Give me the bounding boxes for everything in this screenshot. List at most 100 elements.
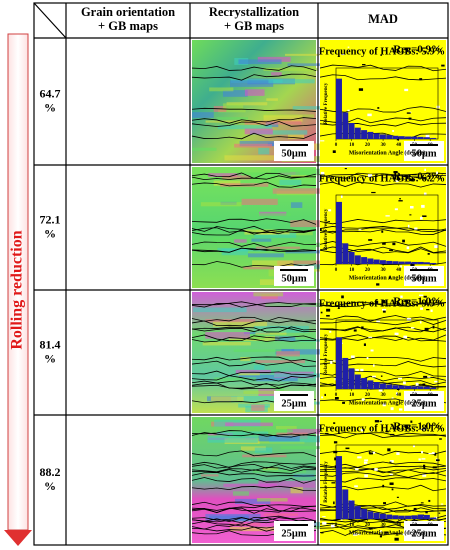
grain-boundary	[191, 450, 317, 457]
grain-boundary	[319, 431, 447, 437]
histogram-bar	[430, 262, 437, 264]
speck	[389, 433, 395, 436]
grain-boundary	[191, 337, 317, 343]
histogram-bar	[392, 261, 399, 264]
speck	[333, 501, 335, 505]
grain-band	[233, 349, 282, 352]
grain-band	[222, 175, 251, 180]
speck	[362, 64, 366, 66]
speck	[406, 318, 412, 321]
histogram-bar	[373, 259, 380, 264]
grain-boundary	[319, 172, 447, 179]
scale-label: 25μm	[281, 398, 306, 409]
speck	[420, 307, 423, 310]
grain-band	[212, 236, 252, 243]
histogram-bar	[423, 386, 430, 389]
grain-band	[285, 250, 323, 254]
speck	[422, 383, 426, 386]
rec-label: Rec=1.0%	[393, 296, 442, 308]
x-tick-label: 20	[365, 268, 371, 273]
hagb-label: Frequency of HAGBs: 6.2%	[319, 173, 445, 184]
grain-band	[290, 487, 303, 494]
speck	[368, 336, 373, 338]
reduction-label: %	[44, 351, 56, 365]
speck	[413, 507, 417, 511]
speck	[328, 221, 330, 223]
speck	[397, 177, 401, 181]
grain-band	[277, 260, 326, 268]
grain-boundary	[191, 507, 317, 514]
column-header: Recrystallization	[209, 5, 299, 19]
speck	[400, 265, 402, 268]
speck	[426, 309, 430, 311]
column-header: + GB maps	[224, 19, 284, 33]
speck	[371, 191, 376, 194]
histogram-bar	[367, 380, 374, 389]
histogram-bar	[379, 134, 386, 139]
scale-label: 25μm	[411, 528, 436, 539]
grain-band	[252, 260, 294, 267]
x-tick-label: 60	[428, 393, 434, 398]
histogram-bar	[386, 514, 393, 519]
table-grid	[33, 2, 449, 546]
grain-band	[225, 422, 273, 427]
speck	[418, 458, 421, 461]
grain-band	[274, 373, 331, 378]
grain-band	[287, 143, 343, 150]
histogram-bar	[373, 133, 380, 139]
speck	[389, 460, 394, 463]
grain-band	[254, 232, 297, 238]
speck	[385, 430, 389, 433]
x-tick-label: 30	[381, 143, 387, 148]
speck	[353, 329, 357, 332]
speck	[320, 532, 324, 534]
speck	[374, 420, 379, 423]
histogram-bar	[398, 136, 405, 139]
grain-boundary	[319, 174, 447, 179]
speck	[406, 246, 410, 250]
speck	[383, 502, 387, 505]
grain-band	[236, 172, 276, 179]
grain-band	[251, 404, 265, 411]
reduction-label: 72.1	[40, 212, 61, 226]
speck	[333, 422, 336, 424]
speck	[380, 375, 383, 377]
speck	[347, 46, 350, 48]
speck	[327, 304, 331, 307]
speck	[388, 276, 391, 280]
speck	[423, 375, 428, 378]
speck	[389, 461, 392, 463]
histogram-bar	[398, 261, 405, 264]
x-tick-label: 50	[412, 268, 418, 273]
grain-band	[258, 480, 316, 488]
grain-band	[292, 106, 337, 110]
grain-boundary	[191, 227, 317, 234]
x-tick-label: 30	[381, 523, 387, 528]
grain-band	[217, 247, 267, 252]
speck	[414, 227, 418, 230]
speck	[344, 168, 347, 170]
speck	[409, 111, 412, 113]
grain-boundary	[191, 380, 317, 386]
speck	[358, 229, 362, 231]
speck	[374, 468, 378, 471]
grain-band	[281, 348, 295, 352]
speck	[406, 112, 411, 114]
speck	[363, 461, 368, 464]
histogram-bar	[336, 337, 342, 389]
speck	[428, 499, 431, 502]
histogram-bar	[379, 260, 386, 264]
x-axis-label: Misorientation Angle (degree)	[349, 399, 426, 406]
speck	[358, 88, 364, 91]
grain-band	[285, 53, 320, 56]
speck	[361, 398, 365, 401]
speck	[410, 327, 415, 329]
speck	[399, 198, 401, 200]
speck	[374, 300, 379, 304]
x-tick-label: 40	[396, 523, 402, 528]
histogram-bar	[398, 385, 405, 389]
column-header: Grain orientation	[81, 5, 175, 19]
histogram-bar	[373, 512, 380, 519]
speck	[420, 502, 424, 504]
grain-boundary	[191, 120, 317, 127]
